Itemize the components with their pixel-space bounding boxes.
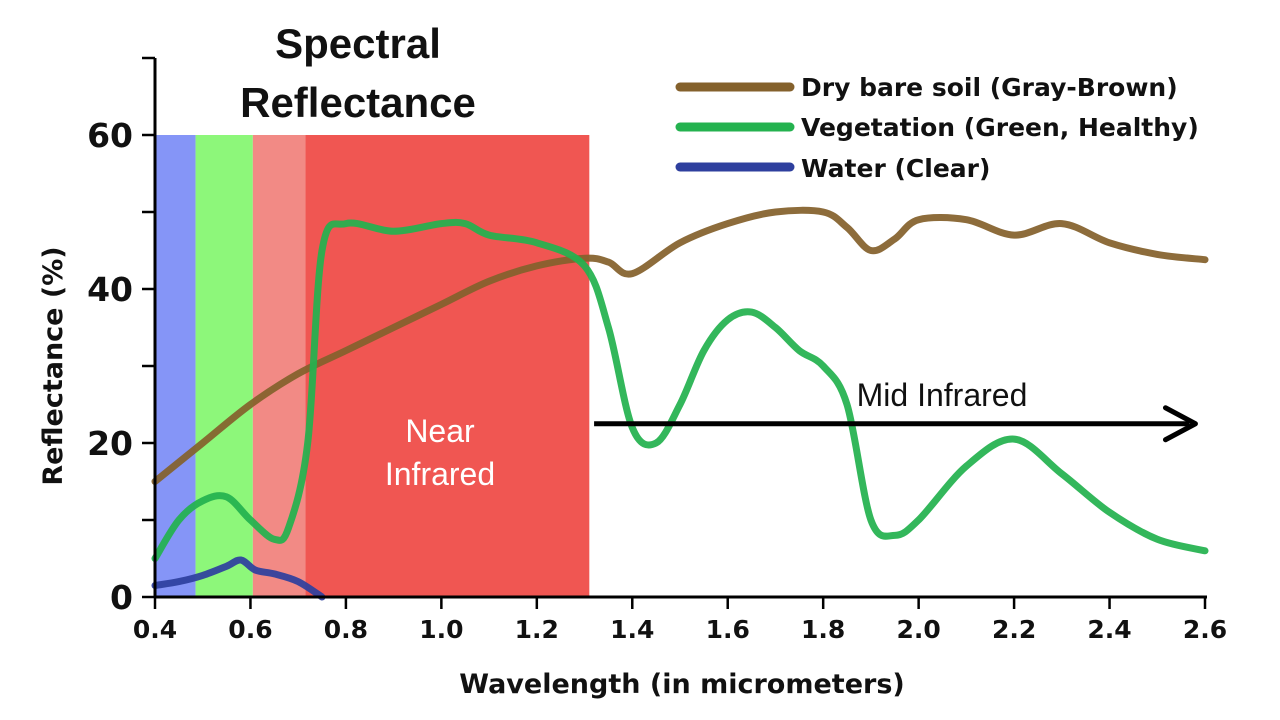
y-tick-label: 60 <box>87 116 133 155</box>
near-infrared-label-line-1: Near <box>405 413 475 449</box>
x-tick-label: 0.6 <box>228 615 272 644</box>
series-lines <box>151 206 1209 601</box>
legend-label-vegetation: Vegetation (Green, Healthy) <box>801 113 1199 142</box>
x-tick-label: 0.4 <box>133 615 177 644</box>
legend: Dry bare soil (Gray-Brown) Vegetation (G… <box>675 73 1199 183</box>
band-near-infrared <box>305 135 590 597</box>
band-green <box>195 135 253 597</box>
wavelength-bands <box>155 135 590 597</box>
x-tick-label: 1.0 <box>419 615 463 644</box>
chart-title-line-2: Reflectance <box>240 79 476 126</box>
x-tick-label: 2.0 <box>896 615 940 644</box>
near-infrared-label-line-2: Infrared <box>385 456 495 492</box>
series-line-water <box>151 556 326 601</box>
x-tick-label: 1.4 <box>610 615 654 644</box>
axes <box>142 56 1207 609</box>
x-tick-label: 2.4 <box>1087 615 1131 644</box>
band-red <box>252 135 306 597</box>
chart-title-line-1: Spectral <box>275 20 441 67</box>
x-tick-label: 1.2 <box>515 615 559 644</box>
y-tick-label: 0 <box>110 578 133 617</box>
series-line-vegetation <box>151 218 1209 562</box>
x-tick-label: 1.8 <box>801 615 845 644</box>
mid-infrared-arrow-group <box>594 405 1198 443</box>
x-tick-label: 2.6 <box>1183 615 1227 644</box>
y-tick-label: 40 <box>87 270 133 309</box>
y-tick-label: 20 <box>87 424 133 463</box>
x-tick-label: 0.8 <box>324 615 368 644</box>
mid-infrared-arrow-head <box>1162 405 1198 443</box>
series-line-soil <box>151 206 1209 485</box>
tick-labels: 0.4 0.6 0.8 1.0 1.2 1.4 1.6 1.8 2.0 2.2 2.4 2.6 0 20 4… <box>87 116 1227 644</box>
x-tick-label: 1.6 <box>706 615 750 644</box>
x-tick-label: 2.2 <box>992 615 1036 644</box>
legend-label-soil: Dry bare soil (Gray-Brown) <box>801 73 1178 102</box>
mid-infrared-label: Mid Infrared <box>857 377 1028 413</box>
y-axis-title: Reflectance (%) <box>38 246 69 485</box>
legend-label-water: Water (Clear) <box>801 154 990 183</box>
x-axis-title: Wavelength (in micrometers) <box>459 669 904 700</box>
